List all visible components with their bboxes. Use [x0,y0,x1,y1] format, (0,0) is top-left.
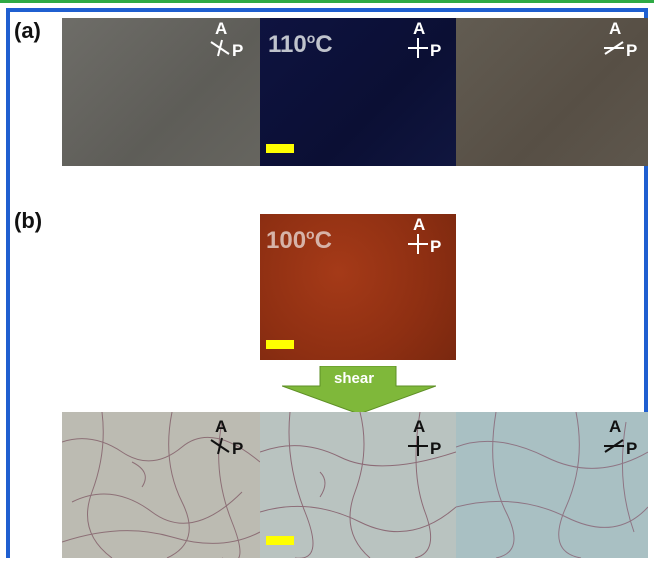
top-rule [0,0,654,3]
crossed-polarizers-icon [408,234,428,254]
panel-b-bottom-left: A P [62,412,260,558]
scale-bar [266,144,294,153]
defect-texture [62,412,260,558]
crossed-polarizers-icon [210,437,230,455]
panel-b-label: (b) [14,208,43,233]
panel-b-bottom-middle: A P [260,412,456,558]
shear-arrow-icon [282,366,436,414]
defect-texture [456,412,648,558]
crossed-polarizers-icon [604,439,624,453]
polarizer-indicator-rotated-left: A P [208,19,248,68]
crossed-polarizers-icon [604,41,624,55]
polarizer-indicator-crossed: A P [406,19,446,68]
shear-label: shear [334,370,375,387]
panel-a-label: (a) [14,18,41,43]
scale-bar [266,340,294,349]
crossed-polarizers-icon [408,436,428,456]
panel-b-bottom-right: A P [456,412,648,558]
panel-a-right: A P [456,18,648,166]
scale-bar [266,536,294,545]
temperature-label-a: 110oC [268,30,333,58]
crossed-polarizers-icon [210,39,230,57]
panel-a-middle: 110oC A P [260,18,456,166]
crossed-polarizers-icon [408,38,428,58]
polarizer-indicator-crossed-b: A P [406,215,446,264]
polarizer-indicator-rotated-right-b: A P [602,417,642,466]
panel-b-top: 100oC A P [260,214,456,360]
polarizer-indicator-rotated-right: A P [602,19,642,68]
polarizer-indicator-crossed-b-bottom: A P [406,417,446,466]
temperature-label-b: 100oC [266,226,332,254]
defect-texture [260,412,456,558]
panel-a-left: A P [62,18,260,166]
polarizer-indicator-rotated-left-b: A P [208,417,248,466]
